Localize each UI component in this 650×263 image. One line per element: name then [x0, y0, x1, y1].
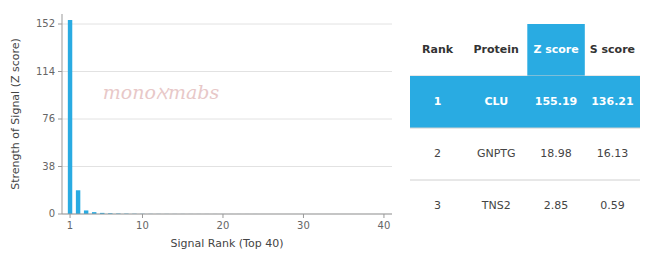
table: Rank Protein Z score S score 1 CLU 155.19 136.2…: [410, 24, 640, 212]
y-axis-line: [62, 14, 63, 214]
table-cell: TNS2: [481, 199, 511, 212]
y-tick-label: 0: [49, 208, 55, 219]
x-axis-label: Signal Rank (Top 40): [171, 237, 284, 250]
table-header: Protein: [474, 43, 519, 56]
x-tick: [222, 214, 223, 218]
chart: monoℵmabs 1 10 20 30 40 0 38 76 114 152 Signal Rank…: [0, 0, 650, 263]
table-cell: 2: [434, 147, 441, 160]
bars: [68, 20, 386, 214]
grid-line: [62, 119, 392, 120]
bar: [84, 210, 88, 214]
x-tick-label: 10: [136, 220, 149, 231]
x-tick-label: 20: [217, 220, 230, 231]
grid-line: [62, 24, 392, 25]
table-header-highlight: [527, 24, 585, 76]
x-tick: [142, 214, 143, 218]
table-cell: 1: [434, 95, 442, 108]
table-separator: [410, 180, 640, 181]
table-cell: 18.98: [540, 147, 572, 160]
table-cell: CLU: [484, 95, 508, 108]
table-cell: GNPTG: [477, 147, 516, 160]
table-separator: [410, 128, 640, 129]
y-tick: [58, 166, 62, 167]
x-tick: [383, 214, 384, 218]
watermark: monoℵmabs: [103, 81, 220, 103]
bar: [76, 190, 80, 214]
table-cell: 155.19: [535, 95, 577, 108]
y-tick-label: 114: [36, 66, 55, 77]
x-tick: [70, 214, 71, 218]
table-header: Z score: [533, 43, 578, 56]
x-tick-label: 40: [378, 220, 391, 231]
table-cell: 2.85: [544, 199, 569, 212]
y-axis-label: Strength of Signal (Z score): [9, 38, 22, 190]
table-cell: 3: [434, 199, 441, 212]
y-tick: [58, 71, 62, 72]
x-tick-label: 1: [67, 220, 73, 231]
table-header: Rank: [422, 43, 454, 56]
bar: [68, 20, 72, 214]
y-tick: [58, 119, 62, 120]
table-header: S score: [590, 43, 635, 56]
grid-line: [62, 214, 392, 215]
table-cell: 16.13: [597, 147, 629, 160]
table-row-highlight: [410, 76, 640, 128]
table-cell: 136.21: [591, 95, 633, 108]
y-tick-label: 38: [42, 161, 55, 172]
y-tick: [58, 24, 62, 25]
x-axis-line: [62, 214, 392, 215]
grid-line: [62, 166, 392, 167]
table-cell: 0.59: [600, 199, 625, 212]
x-tick-label: 30: [297, 220, 310, 231]
y-tick: [58, 214, 62, 215]
grid-line: [62, 71, 392, 72]
y-tick-label: 76: [42, 113, 55, 124]
y-tick-label: 152: [36, 18, 55, 29]
x-tick: [303, 214, 304, 218]
